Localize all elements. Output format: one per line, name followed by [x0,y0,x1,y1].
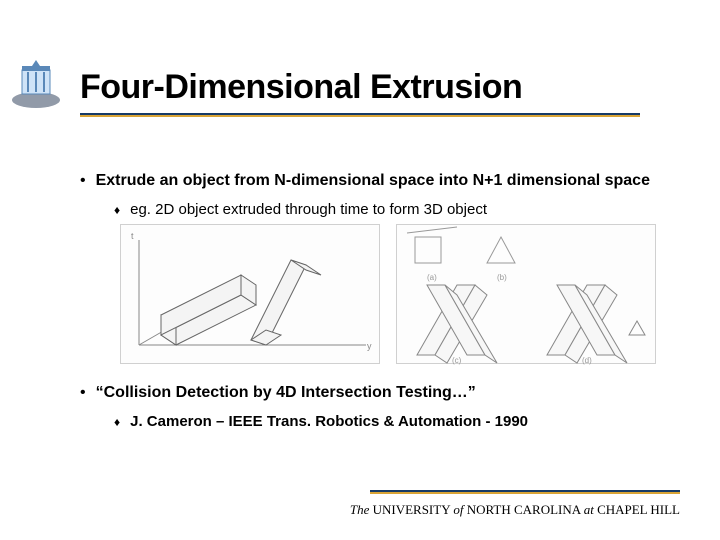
bullet-level1: • Extrude an object from N-dimensional s… [80,170,680,192]
footer-word: UNIVERSITY [373,502,451,517]
footer-word: at [584,502,594,517]
svg-text:(a): (a) [427,273,437,282]
footer-word: of [453,502,463,517]
svg-text:(d): (d) [582,356,592,365]
svg-text:(b): (b) [497,273,507,282]
content-area: • Extrude an object from N-dimensional s… [80,170,680,436]
bullet-level1: • “Collision Detection by 4D Intersectio… [80,382,680,404]
figure-right: (a) (b) (c) [396,224,656,364]
footer-word: CHAPEL HILL [597,502,680,517]
bullet-marker: • [80,170,86,192]
svg-text:y: y [367,341,372,351]
figure-row: t x y [120,224,680,364]
bullet-marker: • [80,382,86,404]
svg-text:t: t [131,231,134,241]
bullet-text: Extrude an object from N-dimensional spa… [96,170,650,192]
unc-logo [8,60,68,110]
slide: Four-Dimensional Extrusion • Extrude an … [0,0,720,540]
title-rule [80,113,640,117]
second-block: • “Collision Detection by 4D Intersectio… [80,382,680,432]
footer-text: The UNIVERSITY of NORTH CAROLINA at CHAP… [350,502,680,518]
footer-rule [370,490,680,494]
figure-left: t x y [120,224,380,364]
title-block: Four-Dimensional Extrusion [80,68,680,117]
footer-word: The [350,502,370,517]
diamond-icon: ♦ [114,412,120,432]
svg-text:(c): (c) [452,356,462,365]
footer-word: NORTH CAROLINA [467,502,581,517]
bullet-subtext: J. Cameron – IEEE Trans. Robotics & Auto… [130,412,528,432]
bullet-level2: ♦ eg. 2D object extruded through time to… [114,200,680,220]
diamond-icon: ♦ [114,200,120,220]
bullet-level2: ♦ J. Cameron – IEEE Trans. Robotics & Au… [114,412,680,432]
bullet-subtext: eg. 2D object extruded through time to f… [130,200,487,220]
bullet-text: “Collision Detection by 4D Intersection … [96,382,476,404]
page-title: Four-Dimensional Extrusion [80,68,680,107]
